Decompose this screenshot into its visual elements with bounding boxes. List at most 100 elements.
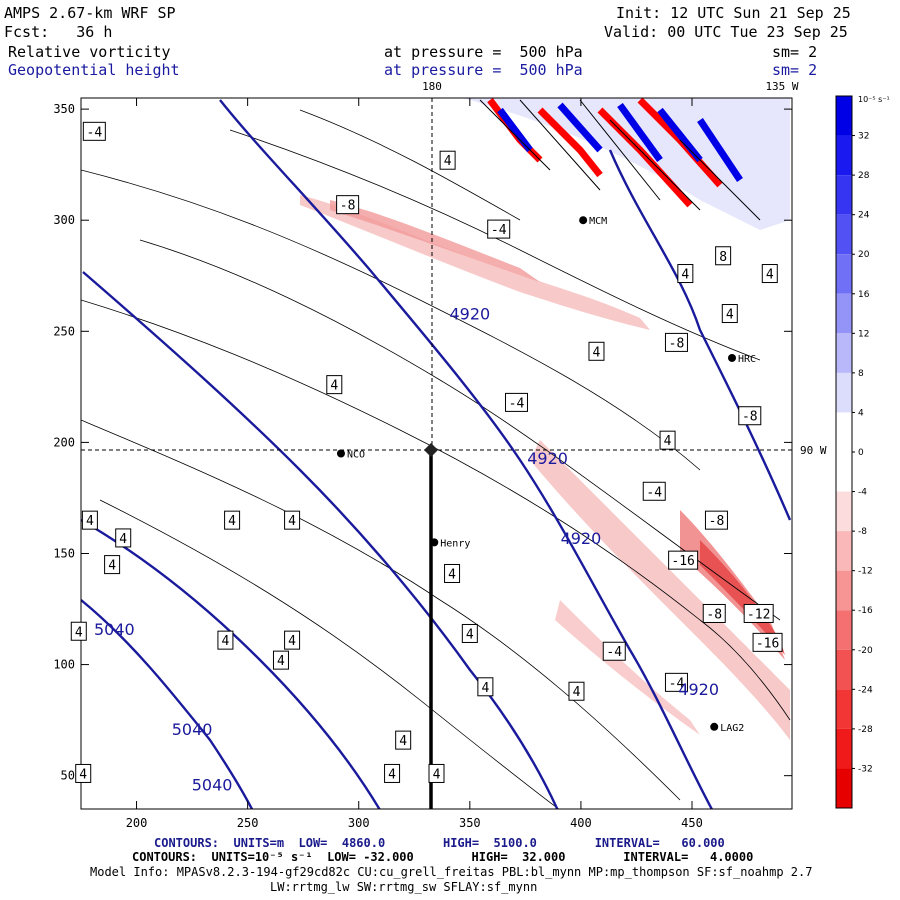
station-name: Henry bbox=[440, 538, 470, 549]
height-label: 4920 bbox=[449, 305, 490, 324]
colorbar-swatch bbox=[836, 768, 852, 808]
vorticity-label-box bbox=[395, 730, 412, 750]
vorticity-label: 4 bbox=[433, 767, 441, 782]
height-label: 5040 bbox=[94, 620, 135, 639]
vorticity-shading bbox=[300, 98, 790, 740]
vorticity-label-box bbox=[384, 763, 401, 783]
colorbar-swatch bbox=[836, 452, 852, 492]
vorticity-label: -8 bbox=[706, 607, 722, 622]
vorticity-label-box bbox=[326, 375, 343, 395]
vorticity-label-box bbox=[715, 246, 732, 266]
vorticity-label: -4 bbox=[646, 485, 662, 500]
vorticity-label-box bbox=[461, 623, 478, 643]
x-tick-label: 300 bbox=[348, 816, 370, 830]
colorbar-swatch bbox=[836, 175, 852, 215]
vorticity-label-box bbox=[487, 219, 511, 239]
vorticity-label-box bbox=[70, 621, 87, 641]
colorbar-label: -16 bbox=[858, 606, 873, 616]
vorticity-label-box bbox=[428, 763, 445, 783]
model-info: Model Info: MPASv8.2.3-194-gf29cd82c CU:… bbox=[90, 865, 813, 879]
vorticity-label-box bbox=[761, 264, 778, 284]
colorbar-swatch bbox=[836, 531, 852, 571]
vorticity-label-box bbox=[738, 406, 762, 426]
colorbar-swatch bbox=[836, 333, 852, 373]
model-info-radiation: LW:rrtmg_lw SW:rrtmg_sw SFLAY:sf_mynn bbox=[270, 880, 538, 894]
height-label: 4920 bbox=[678, 680, 719, 699]
height-label: 5040 bbox=[172, 720, 213, 739]
colorbar-label: -4 bbox=[858, 488, 867, 498]
vorticity-label: 4 bbox=[108, 559, 116, 574]
vorticity-label-box bbox=[668, 550, 699, 570]
colorbar-label: 24 bbox=[858, 211, 870, 221]
station-name: HRC bbox=[738, 354, 756, 365]
station-name: NCO bbox=[347, 450, 365, 461]
colorbar-label: -24 bbox=[858, 685, 873, 695]
y-tick-label: 350 bbox=[53, 102, 75, 116]
lon-label-90w: 90 W bbox=[800, 444, 827, 457]
vorticity-label: -4 bbox=[669, 676, 685, 691]
vorticity-label: 4 bbox=[228, 514, 236, 529]
vorticity-label-box bbox=[642, 481, 666, 501]
vorticity-label-box bbox=[602, 641, 626, 661]
station-dot bbox=[430, 538, 439, 547]
forecast-hour: Fcst: 36 h bbox=[4, 23, 113, 41]
colorbar-swatch bbox=[836, 610, 852, 650]
station-dot bbox=[728, 353, 737, 362]
plot-frame bbox=[80, 97, 793, 810]
field1-smoothing: sm= 2 bbox=[772, 43, 818, 61]
colorbar: 32 28 24 20 16 12 8 4 0 -4 -8 -12 -16 -20 -24 -28 -32 bbox=[835, 95, 873, 809]
station-dot bbox=[710, 722, 719, 731]
vorticity-label-box bbox=[444, 563, 461, 583]
vorticity-label-box bbox=[272, 650, 289, 670]
vorticity-label: 4 bbox=[388, 767, 396, 782]
height-label: 4920 bbox=[527, 449, 568, 468]
colorbar-label: 28 bbox=[858, 171, 870, 181]
x-tick-label: 200 bbox=[126, 816, 148, 830]
colorbar-label: 0 bbox=[858, 448, 864, 458]
colorbar-swatch bbox=[836, 214, 852, 255]
colorbar-swatch bbox=[836, 135, 852, 176]
vorticity-contours bbox=[81, 109, 791, 809]
colorbar-label: -32 bbox=[858, 764, 873, 774]
vorticity-label-box bbox=[477, 677, 494, 697]
vorticity-label-box bbox=[588, 341, 605, 361]
vorticity-label: 4 bbox=[573, 685, 581, 700]
y-tick-label: 150 bbox=[53, 546, 75, 560]
vorticity-label-box bbox=[721, 304, 738, 324]
field2-smoothing: sm= 2 bbox=[772, 61, 818, 79]
vorticity-label: -4 bbox=[87, 125, 103, 140]
station-name: LAG2 bbox=[720, 723, 744, 734]
y-tick-label: 250 bbox=[53, 324, 75, 338]
colorbar-label: 20 bbox=[858, 250, 870, 260]
colorbar-label: -28 bbox=[858, 725, 873, 735]
lon-label-180: 180 bbox=[422, 80, 442, 93]
station-name: MCM bbox=[589, 216, 607, 227]
vorticity-label-box bbox=[81, 510, 98, 530]
vorticity-label-box bbox=[224, 510, 241, 530]
vorticity-label: -16 bbox=[756, 636, 779, 651]
x-tick-label: 400 bbox=[570, 816, 592, 830]
pole-marker bbox=[424, 443, 438, 457]
height-contours bbox=[81, 99, 792, 809]
vorticity-label: 4 bbox=[399, 734, 407, 749]
station-dot bbox=[336, 449, 345, 458]
field2-level: at pressure = 500 hPa bbox=[384, 61, 583, 79]
vorticity-label: 4 bbox=[79, 767, 87, 782]
vorticity-label: 4 bbox=[119, 532, 127, 547]
colorbar-label: 4 bbox=[858, 408, 864, 418]
colorbar-unit: 10⁻⁵ s⁻¹ bbox=[858, 95, 890, 104]
colorbar-label: -8 bbox=[858, 527, 867, 537]
model-title: AMPS 2.67-km WRF SP bbox=[4, 4, 176, 22]
vorticity-label-box bbox=[284, 510, 301, 530]
y-tick-label: 50 bbox=[61, 769, 75, 783]
vorticity-label: 4 bbox=[222, 634, 230, 649]
valid-time: Valid: 00 UTC Tue 23 Sep 25 bbox=[604, 23, 848, 41]
colorbar-swatch bbox=[836, 254, 852, 294]
vorticity-label: 4 bbox=[75, 625, 83, 640]
colorbar-label: 8 bbox=[858, 369, 864, 379]
vorticity-label: 4 bbox=[288, 514, 296, 529]
vorticity-label-box bbox=[664, 672, 688, 692]
vorticity-label: -4 bbox=[491, 223, 507, 238]
height-label: 4920 bbox=[561, 529, 602, 548]
